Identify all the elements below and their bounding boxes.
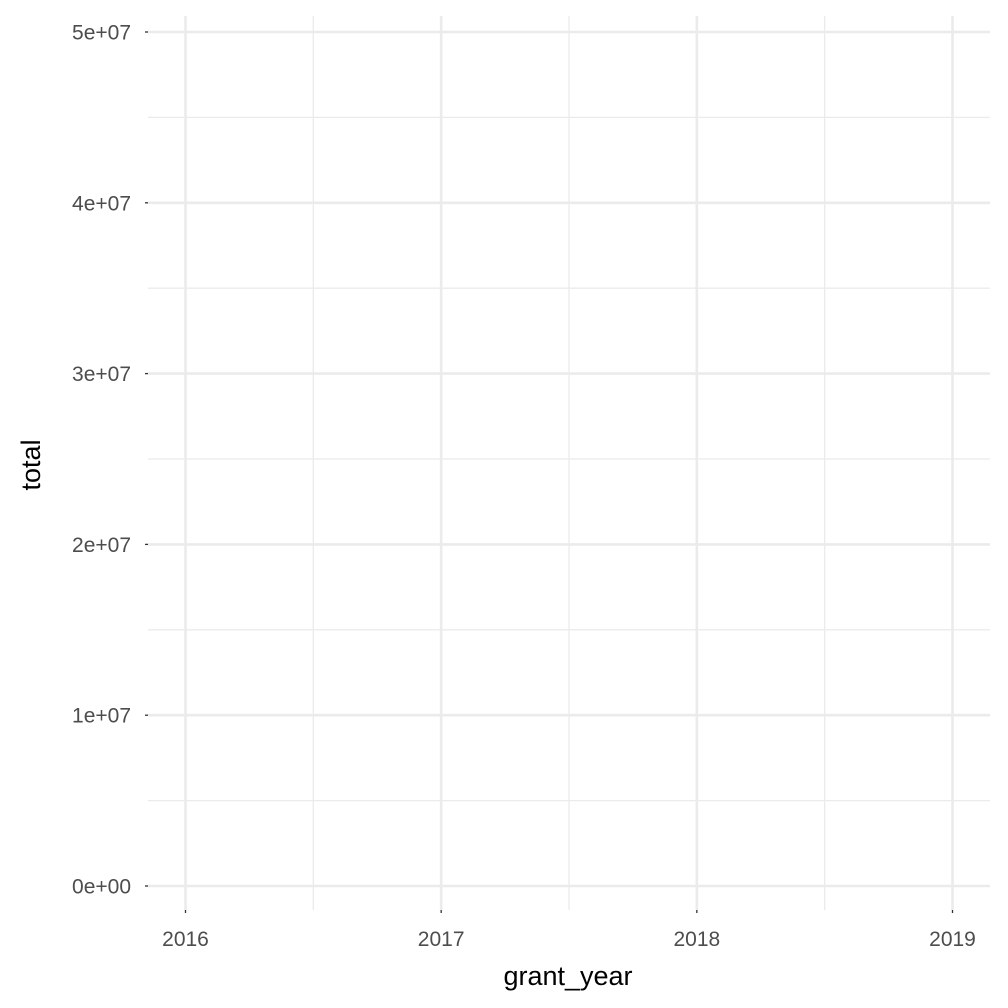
x-axis-tick-labels: 2016 2017 2018 2019 <box>162 928 976 951</box>
x-tick-label: 2018 <box>673 928 720 951</box>
tick-marks <box>145 31 954 913</box>
x-tick-label: 2017 <box>418 928 465 951</box>
y-tick-label: 3e+07 <box>72 363 131 386</box>
y-axis-tick-labels: 0e+00 1e+07 2e+07 3e+07 4e+07 5e+07 <box>72 22 131 899</box>
x-axis-title: grant_year <box>503 961 632 991</box>
y-tick-label: 4e+07 <box>72 192 131 215</box>
y-tick-label: 0e+00 <box>72 876 131 899</box>
y-axis-title: total <box>16 439 46 490</box>
x-tick-label: 2016 <box>162 928 209 951</box>
y-tick-label: 5e+07 <box>72 22 131 45</box>
y-tick-label: 2e+07 <box>72 534 131 557</box>
grid-lines <box>148 16 990 910</box>
y-tick-label: 1e+07 <box>72 705 131 728</box>
x-tick-label: 2019 <box>929 928 976 951</box>
